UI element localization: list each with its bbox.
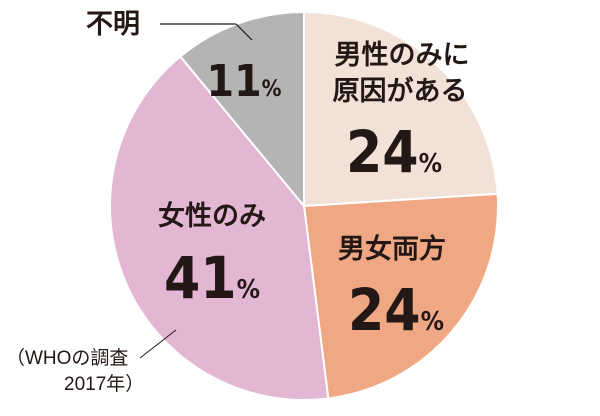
slice-female-label: 女性のみ	[158, 200, 266, 232]
source-leader-line	[139, 329, 177, 359]
slice-male-label-line1: 男性のみに	[335, 40, 470, 71]
slice-female-only	[109, 55, 330, 401]
slice-both-label: 男女両方	[338, 233, 446, 265]
slice-unknown	[178, 10, 305, 209]
slice-female-percent: 41%	[164, 244, 260, 312]
slice-both	[302, 192, 500, 400]
source-note-line2: 2017年）	[64, 373, 144, 395]
slice-unknown-percent: 11%	[207, 56, 282, 107]
slice-both-percent: 24%	[348, 276, 444, 344]
slice-male-label-line2: 原因がある	[333, 75, 468, 107]
unknown-leader-line-diag	[235, 23, 253, 41]
slice-male-only	[303, 10, 499, 208]
slice-unknown-label: 不明	[86, 9, 140, 40]
source-note-line1: （WHOの調査	[6, 347, 128, 369]
slice-male-percent: 24%	[346, 118, 442, 186]
